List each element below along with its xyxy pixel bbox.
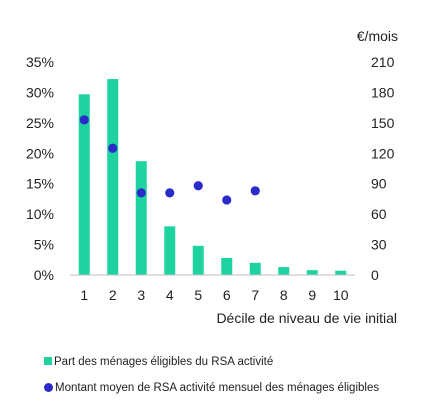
x-tick-label: 6 [223,287,231,303]
left-tick-label: 0% [34,267,54,283]
x-tick-label: 7 [251,287,259,303]
dot-decile-3 [136,188,146,198]
left-axis: 0% 5% 10% 15% 20% 25% 30% 35% [26,54,54,283]
left-tick-label: 25% [26,115,54,131]
bar-decile-2 [107,79,119,275]
x-tick-label: 8 [280,287,288,303]
x-tick-label: 1 [80,287,88,303]
legend-item-dots: Montant moyen de RSA activité mensuel de… [44,381,404,395]
right-tick-label: 180 [371,84,395,100]
right-axis-unit-label: €/mois [357,28,398,44]
bar-decile-3 [135,161,147,275]
dot-series [79,115,260,205]
bar-decile-7 [249,262,261,275]
x-axis-title: Décile de niveau de vie initial [216,310,397,326]
legend-bar-label: Part des ménages éligibles du RSA activi… [54,356,274,368]
bar-decile-9 [306,270,318,275]
dot-decile-1 [79,115,89,125]
legend-item-bars: Part des ménages éligibles du RSA activi… [44,355,273,369]
left-tick-label: 5% [34,237,54,253]
bar-decile-1 [78,94,90,275]
bar-series [78,79,347,275]
right-tick-label: 60 [371,206,387,222]
bar-decile-4 [164,226,176,275]
bar-decile-6 [221,257,233,275]
x-tick-label: 3 [137,287,145,303]
x-tick-label: 2 [109,287,117,303]
left-tick-label: 35% [26,54,54,70]
bar-decile-10 [335,270,347,275]
dot-decile-7 [250,186,260,196]
left-tick-label: 15% [26,176,54,192]
left-tick-label: 20% [26,145,54,161]
right-tick-label: 0 [371,267,379,283]
right-tick-label: 90 [371,176,387,192]
bar-decile-8 [278,267,290,275]
x-tick-label: 5 [194,287,202,303]
right-tick-label: 210 [371,54,395,70]
right-axis: 0 30 60 90 120 150 180 210 [371,54,395,283]
x-tick-label: 9 [308,287,316,303]
dot-decile-4 [165,188,175,198]
x-axis: 1 2 3 4 5 6 7 8 9 10 [80,287,348,303]
right-tick-label: 150 [371,115,395,131]
left-tick-label: 10% [26,206,54,222]
dot-decile-6 [222,195,232,205]
right-tick-label: 120 [371,145,395,161]
legend-dot-label: Montant moyen de RSA activité mensuel de… [55,382,380,394]
legend-bar-swatch [44,357,52,365]
x-tick-label: 4 [166,287,174,303]
right-tick-label: 30 [371,237,387,253]
chart: 0% 5% 10% 15% 20% 25% 30% 35% 0 30 60 90 120 150 180 2… [26,28,398,326]
bar-decile-5 [192,245,204,275]
dot-decile-5 [193,181,203,191]
left-tick-label: 30% [26,84,54,100]
x-tick-label: 10 [333,287,349,303]
dot-decile-2 [108,143,118,153]
legend-dot-swatch [44,383,53,392]
